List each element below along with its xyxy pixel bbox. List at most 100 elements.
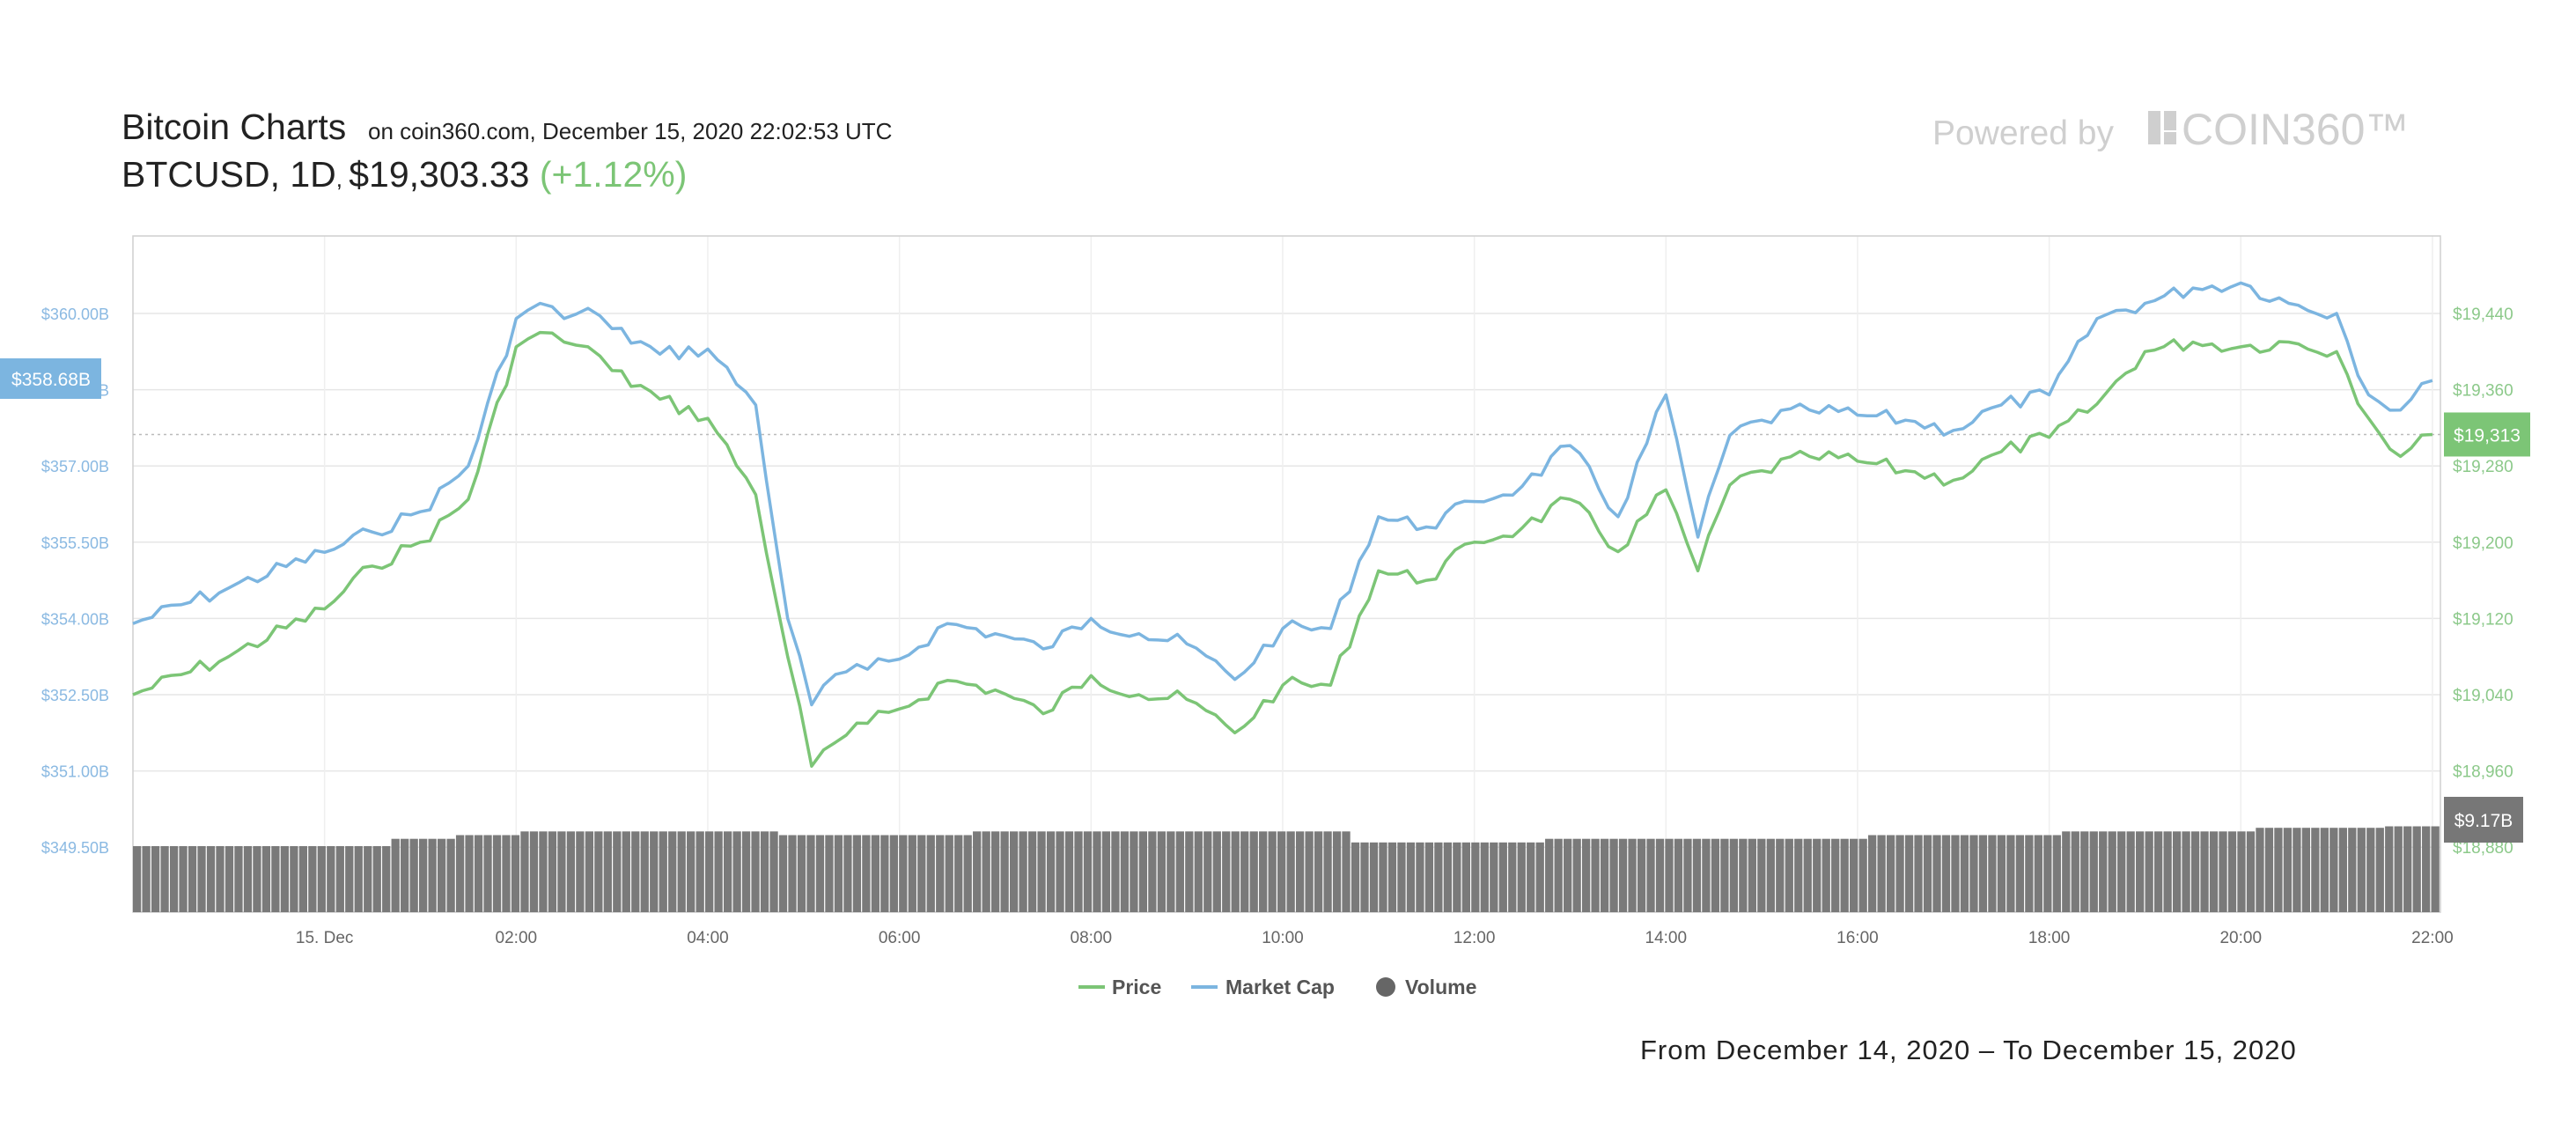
x-tick-label: 14:00 (1645, 929, 1688, 947)
volume-bar (1646, 838, 1655, 912)
volume-bar (160, 846, 169, 912)
left-tick-label: $357.00B (41, 458, 109, 475)
volume-bar (862, 835, 871, 912)
volume-bar (1850, 838, 1858, 912)
volume-bar (1314, 831, 1323, 912)
volume-bar (1785, 838, 1793, 912)
volume-bar (1564, 838, 1572, 912)
volume-bar (585, 831, 593, 912)
volume-bar (2311, 828, 2320, 912)
volume-bar (1019, 831, 1027, 912)
volume-bar (2089, 831, 2098, 912)
volume-bar (2246, 831, 2256, 912)
x-tick-label: 12:00 (1454, 929, 1496, 947)
volume-bar (1757, 838, 1766, 912)
volume-bar (206, 846, 216, 912)
volume-bar (1739, 838, 1748, 912)
volume-bar (455, 835, 465, 912)
legend: Price Market Cap Volume (1078, 976, 1476, 998)
volume-bar (1000, 831, 1009, 912)
volume-bar (825, 835, 834, 912)
volume-bar (465, 835, 474, 912)
pair-symbol: BTCUSD (121, 154, 270, 195)
volume-bar (2320, 828, 2329, 912)
volume-bar (502, 835, 511, 912)
volume-bar (2338, 828, 2347, 912)
volume-bar (2172, 831, 2182, 912)
volume-bar (1618, 838, 1628, 912)
volume-bar (1674, 838, 1683, 912)
volume-bar (308, 846, 317, 912)
volume-bar (723, 831, 732, 912)
price-change: (+1.12%) (540, 154, 688, 195)
volume-bar (317, 846, 326, 912)
volume-bar (687, 831, 696, 912)
volume-bar (2117, 831, 2126, 912)
volume-bar (880, 835, 889, 912)
volume-bar (1831, 838, 1840, 912)
pair-line: BTCUSD, 1D, $19,303.33 (+1.12%) (121, 154, 687, 195)
volume-bar (1443, 842, 1453, 912)
volume-bar (2006, 835, 2015, 912)
volume-bar (2366, 828, 2375, 912)
volume-bar (224, 846, 234, 912)
volume-badge-label: $9.17B (2455, 811, 2513, 831)
volume-bar (677, 831, 686, 912)
volume-bar (1711, 838, 1720, 912)
volume-bar (1720, 838, 1729, 912)
volume-badge: $9.17B (2444, 797, 2523, 843)
volume-bar (234, 846, 243, 912)
right-tick-label: $18,960 (2453, 763, 2513, 782)
volume-bar (1167, 831, 1175, 912)
volume-bar (1351, 842, 1360, 912)
volume-bar (1424, 842, 1434, 912)
volume-bar (382, 846, 391, 912)
volume-bar (2227, 831, 2237, 912)
volume-bar (852, 835, 862, 912)
right-tick-label: $18,880 (2453, 839, 2513, 858)
volume-bar (806, 835, 815, 912)
volume-bar (1969, 835, 1978, 912)
volume-bar (797, 835, 806, 912)
volume-bar (1517, 842, 1526, 912)
volume-bar (1729, 838, 1739, 912)
volume-bar (2274, 828, 2283, 912)
volume-bar (1665, 838, 1674, 912)
volume-bar (2154, 831, 2163, 912)
volume-bar (483, 835, 492, 912)
legend-item-volume[interactable]: Volume (1376, 976, 1476, 998)
volume-bar (2099, 831, 2108, 912)
left-tick-label: $360.00B (41, 306, 109, 323)
volume-bar (1581, 838, 1591, 912)
volume-bar (1655, 838, 1665, 912)
volume-bar (1923, 835, 1932, 912)
market-cap-line (132, 281, 2433, 707)
volume-bar (2163, 831, 2172, 912)
volume-bar (1471, 842, 1480, 912)
volume-bar (668, 831, 677, 912)
volume-bar (1572, 838, 1581, 912)
volume-bar (2219, 831, 2227, 912)
volume-bar (1101, 831, 1111, 912)
volume-bar (2385, 826, 2394, 912)
volume-bar (1046, 831, 1056, 912)
volume-bar (197, 846, 206, 912)
volume-bar (1461, 842, 1470, 912)
volume-bar (1895, 835, 1904, 912)
volume-bar (963, 835, 972, 912)
volume-bar (760, 831, 769, 912)
volume-bar (1157, 831, 1166, 912)
legend-item-market-cap[interactable]: Market Cap (1191, 976, 1335, 998)
legend-item-price[interactable]: Price (1078, 976, 1161, 998)
volume-bar (991, 831, 1000, 912)
volume-bar (1508, 842, 1517, 912)
volume-bar (1490, 842, 1498, 912)
volume-bar (1609, 838, 1618, 912)
left-tick-label: $355.50B (41, 534, 109, 552)
volume-bar (2190, 831, 2200, 912)
x-axis-ticks: 15. Dec 02:00 04:00 06:00 08:00 10:00 12:00 14:… (296, 929, 2454, 947)
volume-bar (280, 846, 290, 912)
chart-subtitle: on coin360.com, December 15, 2020 22:02:… (368, 118, 892, 144)
volume-bar (1240, 831, 1249, 912)
volume-bar (216, 846, 224, 912)
